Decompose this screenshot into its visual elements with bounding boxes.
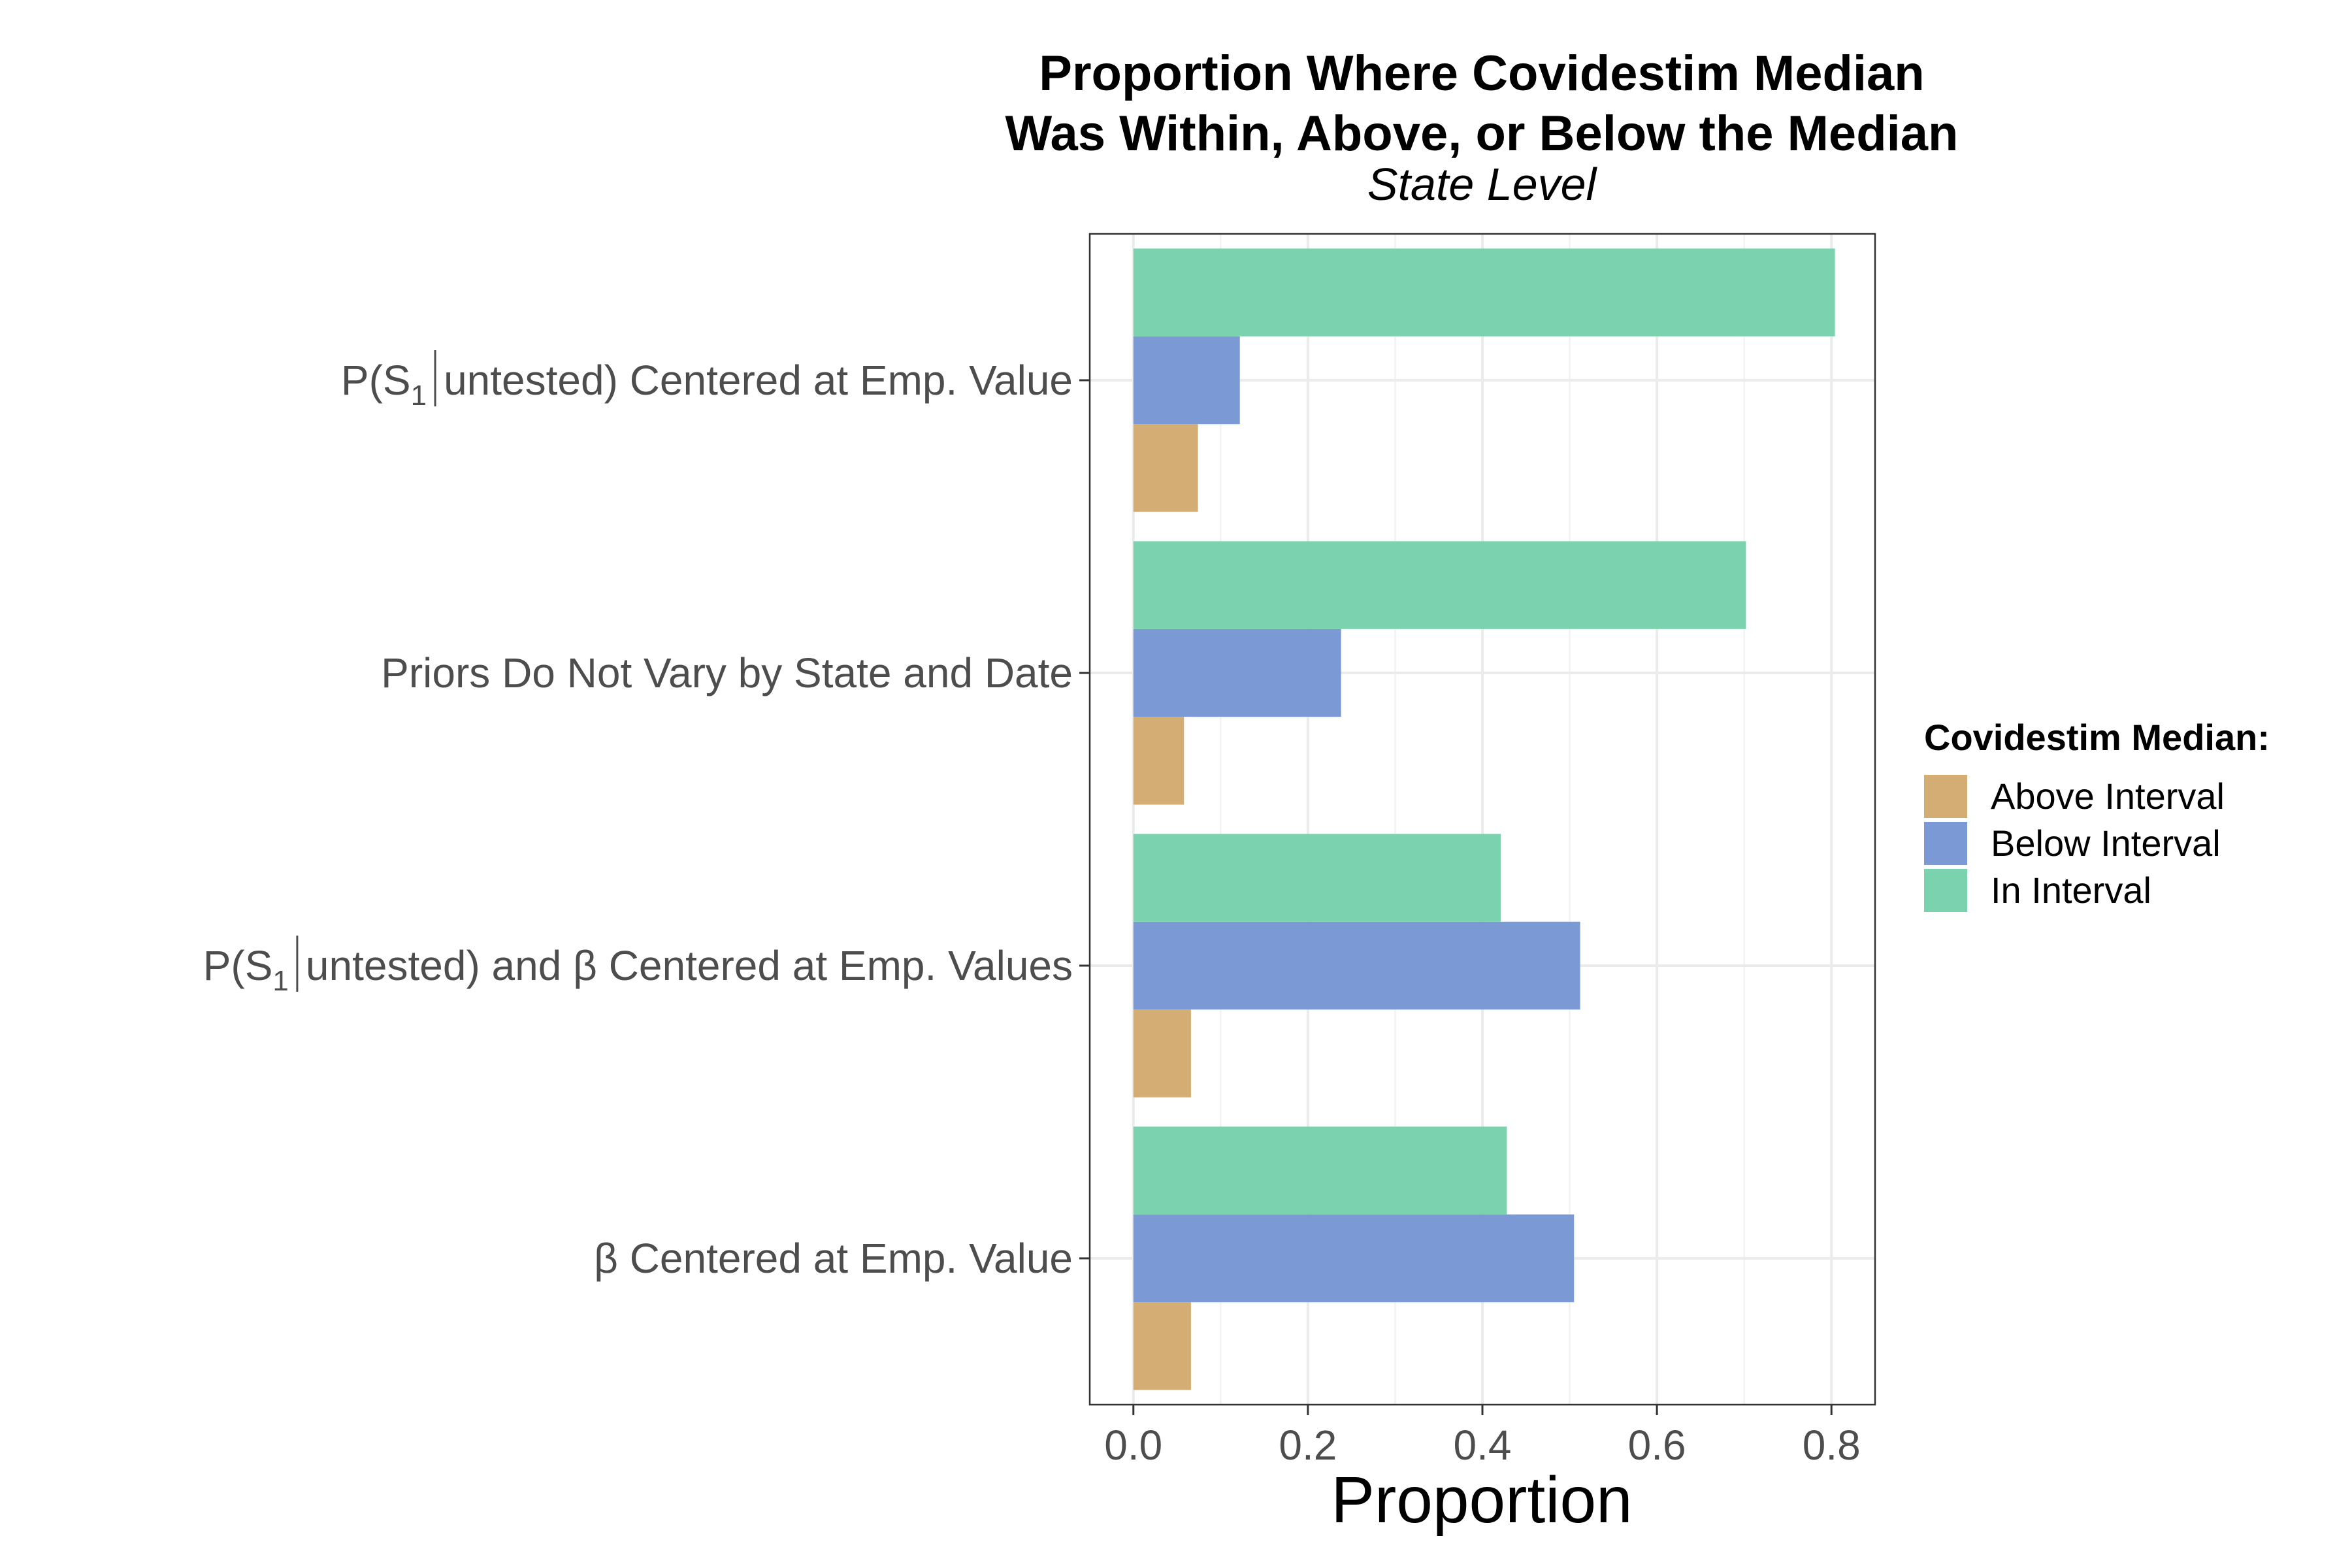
bar-in-interval-c1 (1133, 248, 1835, 336)
bar-below-interval-c4 (1133, 1214, 1575, 1303)
legend-key-above-interval (1924, 775, 1967, 818)
x-tick-label: 0.4 (1454, 1422, 1512, 1469)
category-label-c3: P(S1 untested) and β Centered at Emp. Val… (203, 942, 1073, 997)
legend-label-above-interval: Above Interval (1991, 776, 2225, 817)
bar-below-interval-c3 (1133, 921, 1580, 1010)
x-tick-label: 0.6 (1628, 1422, 1686, 1469)
x-axis-title: Proportion (1331, 1463, 1632, 1537)
bar-below-interval-c1 (1133, 336, 1240, 425)
x-tick-label: 0.8 (1803, 1422, 1861, 1469)
x-tick-label: 0.0 (1104, 1422, 1162, 1469)
category-label-c2: Priors Do Not Vary by State and Date (381, 649, 1073, 696)
legend-label-in-interval: In Interval (1991, 870, 2151, 911)
bar-in-interval-c3 (1133, 834, 1501, 922)
category-label-c1: P(S1 untested) Centered at Emp. Value (341, 357, 1073, 412)
chart-title-line-1: Proportion Where Covidestim Median (1039, 46, 1924, 101)
bar-above-interval-c3 (1133, 1009, 1191, 1098)
chart-title-line-2: Was Within, Above, or Below the Median (1005, 106, 1959, 161)
bar-above-interval-c1 (1133, 424, 1198, 512)
legend-title: Covidestim Median: (1924, 717, 2270, 758)
bar-above-interval-c2 (1133, 717, 1184, 805)
legend-label-below-interval: Below Interval (1991, 823, 2221, 864)
bar-in-interval-c4 (1133, 1126, 1507, 1215)
chart-subtitle: State Level (1367, 159, 1598, 210)
bar-below-interval-c2 (1133, 629, 1341, 717)
legend-key-in-interval (1924, 869, 1967, 912)
bar-in-interval-c2 (1133, 541, 1746, 629)
x-tick-label: 0.2 (1279, 1422, 1337, 1469)
category-label-c4: β Centered at Emp. Value (594, 1235, 1073, 1282)
legend-key-below-interval (1924, 822, 1967, 865)
bar-above-interval-c4 (1133, 1302, 1191, 1390)
